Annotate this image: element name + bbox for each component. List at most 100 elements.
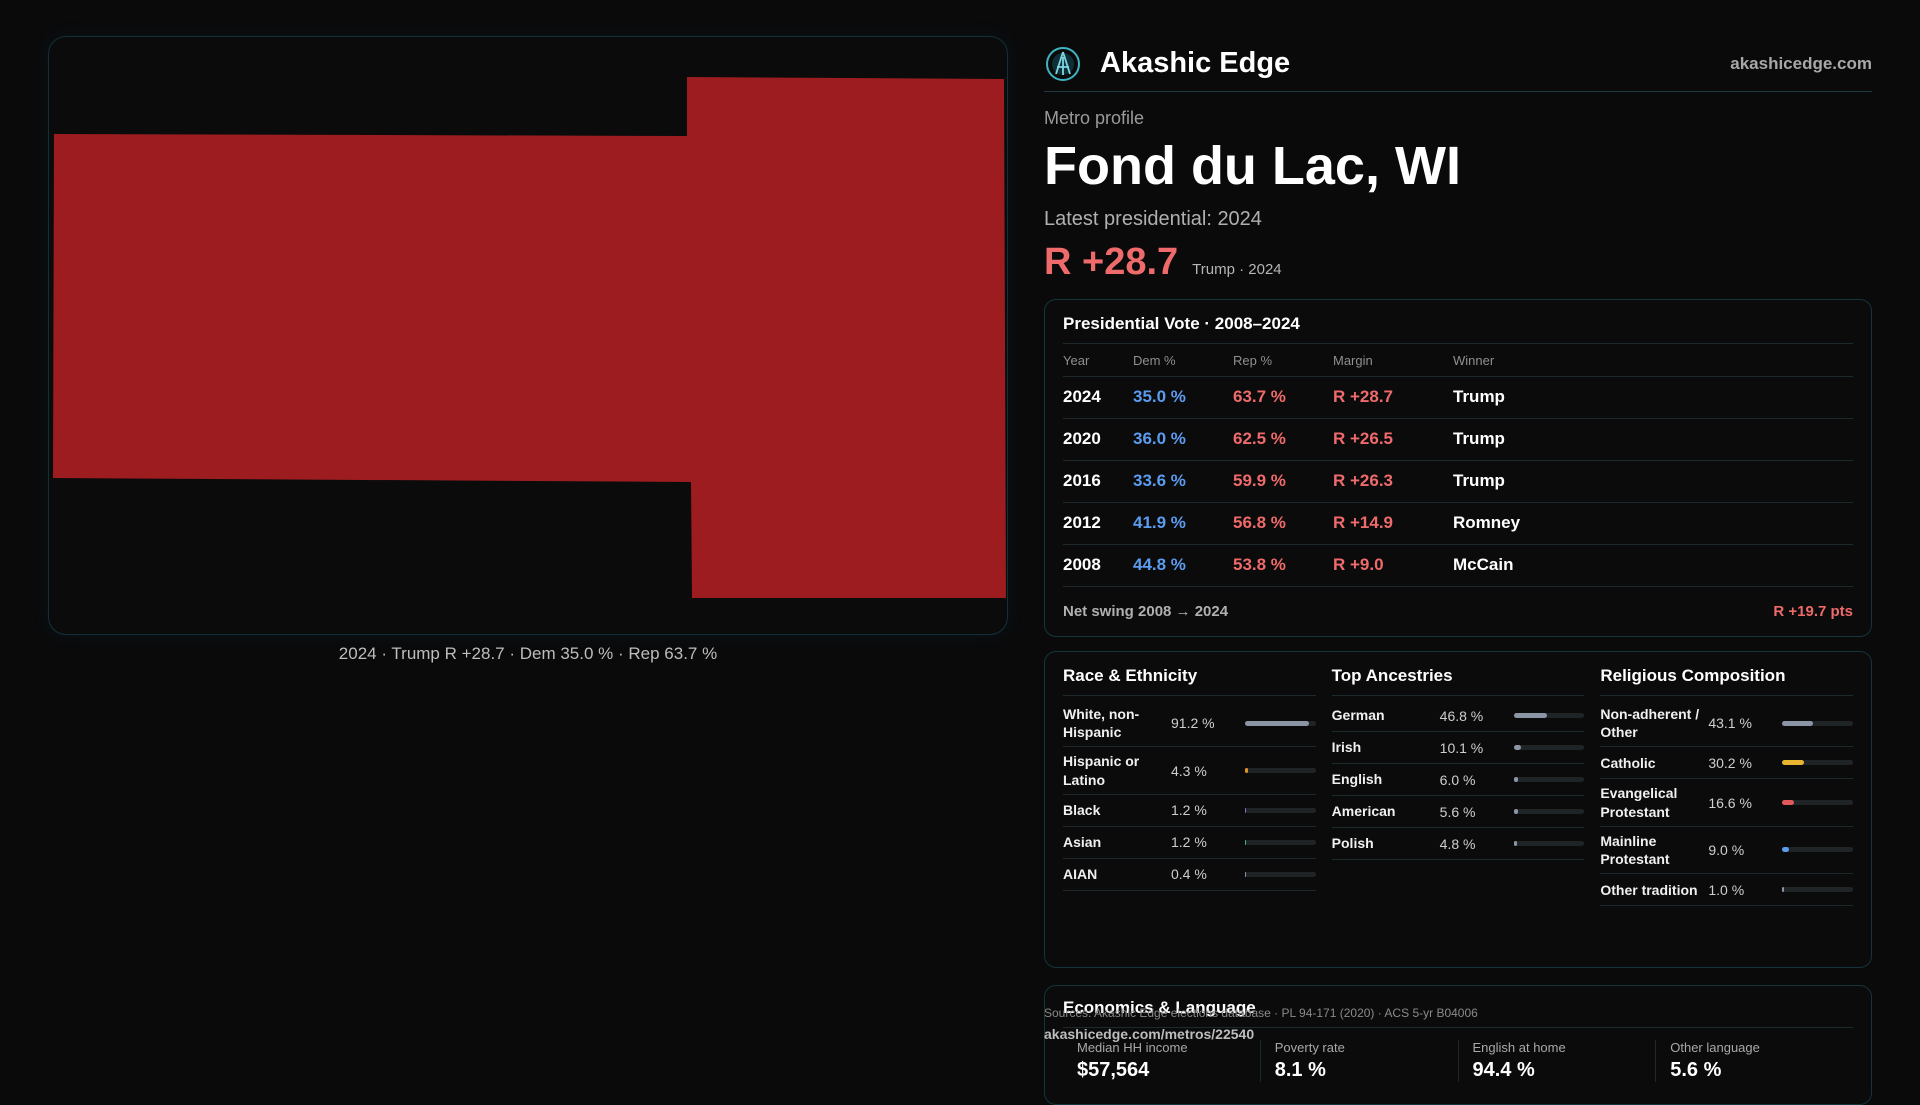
item-label: White, non-Hispanic — [1063, 706, 1140, 741]
cell-rep: 62.5 % — [1233, 418, 1333, 461]
list-item: Asian 1.2 % — [1063, 827, 1316, 859]
net-swing-value: R +19.7 pts — [1773, 602, 1853, 620]
table-row: 2016 33.6 % 59.9 % R +26.3 Trump — [1063, 460, 1853, 503]
presidential-vote-card: Presidential Vote · 2008–2024 Year Dem %… — [1044, 299, 1872, 637]
cell-rep: 63.7 % — [1233, 376, 1333, 419]
akashic-logo-icon — [1046, 46, 1080, 81]
list-item: Catholic 30.2 % — [1600, 747, 1854, 780]
share-bar-fill — [1782, 887, 1784, 893]
share-bar — [1513, 745, 1585, 750]
economics-stats: Median HH income $57,564 Poverty rate 8.… — [1063, 1040, 1853, 1082]
item-value: 5.6 % — [1439, 803, 1476, 820]
brand: Akashic Edge — [1044, 45, 1290, 83]
religion-list: Non-adherent / Other 43.1 % Catholic 30.2 %… — [1600, 700, 1854, 907]
religion-title: Religious Composition — [1600, 666, 1854, 696]
cell-margin: R +28.7 — [1333, 376, 1453, 419]
latest-winner: Trump · 2024 — [1192, 261, 1282, 279]
list-item: Black 1.2 % — [1063, 795, 1316, 827]
item-value: 1.2 % — [1171, 834, 1207, 851]
table-row: 2020 36.0 % 62.5 % R +26.5 Trump — [1063, 418, 1853, 461]
share-bar-fill — [1513, 841, 1518, 846]
item-label: English — [1331, 771, 1383, 788]
stat-english-at-home: English at home 94.4 % — [1457, 1040, 1656, 1082]
page-title: Fond du Lac, WI — [1044, 136, 1461, 196]
item-label: Evangelical Protestant — [1600, 785, 1678, 820]
stat-label: English at home — [1472, 1040, 1566, 1055]
page-url[interactable]: akashicedge.com/metros/22540 — [1044, 1026, 1255, 1042]
cell-dem: 44.8 % — [1133, 544, 1233, 587]
latest-result: R +28.7 Trump · 2024 — [1044, 241, 1872, 284]
net-swing-label: Net swing 2008 → 2024 — [1063, 602, 1229, 620]
col-margin: Margin — [1333, 346, 1453, 377]
share-bar-fill — [1245, 839, 1247, 845]
race-list: White, non-Hispanic 91.2 % Hispanic or Lat… — [1063, 700, 1316, 891]
cell-dem: 35.0 % — [1133, 376, 1233, 419]
share-bar — [1245, 839, 1316, 845]
share-bar — [1513, 777, 1585, 782]
stat-value: 8.1 % — [1274, 1059, 1326, 1081]
county-shape — [53, 77, 1006, 598]
demographics-card: Race & Ethnicity White, non-Hispanic 91.2… — [1044, 651, 1872, 968]
vote-table: Year Dem % Rep % Margin Winner 2024 35.0… — [1063, 346, 1853, 587]
county-shape-map — [53, 77, 1006, 598]
cell-winner: Trump — [1453, 376, 1853, 419]
item-value: 30.2 % — [1708, 754, 1752, 771]
metro-kicker: Metro profile — [1044, 108, 1145, 128]
share-bar — [1782, 760, 1854, 766]
brand-name: Akashic Edge — [1100, 47, 1291, 79]
item-value: 1.2 % — [1171, 802, 1207, 819]
cell-margin: R +26.5 — [1333, 418, 1453, 461]
map-caption: 2024 · Trump R +28.7 · Dem 35.0 % · Rep … — [338, 644, 718, 663]
item-label: German — [1331, 707, 1385, 724]
item-value: 1.0 % — [1708, 881, 1745, 898]
item-value: 46.8 % — [1439, 707, 1484, 724]
item-label: Catholic — [1600, 754, 1656, 771]
latest-presidential-label: Latest presidential: 2024 — [1044, 208, 1262, 231]
list-item: Evangelical Protestant 16.6 % — [1600, 779, 1854, 827]
sources-note: Sources: Akashic Edge elections database… — [1044, 1006, 1478, 1020]
cell-rep: 56.8 % — [1233, 502, 1333, 545]
item-value: 6.0 % — [1439, 771, 1476, 788]
profile-panel: Akashic Edge akashicedge.com Metro profi… — [1044, 36, 1872, 284]
share-bar — [1782, 720, 1854, 726]
list-item: American 5.6 % — [1331, 796, 1585, 828]
list-item: Other tradition 1.0 % — [1600, 874, 1854, 907]
cell-rep: 53.8 % — [1233, 544, 1333, 587]
item-value: 16.6 % — [1708, 794, 1752, 811]
ancestry-title: Top Ancestries — [1331, 666, 1585, 696]
cell-year: 2008 — [1063, 544, 1133, 587]
cell-winner: Romney — [1453, 502, 1853, 545]
share-bar-fill — [1782, 720, 1813, 726]
vote-card-title: Presidential Vote · 2008–2024 — [1063, 314, 1853, 344]
list-item: AIAN 0.4 % — [1063, 859, 1316, 891]
stat-value: $57,564 — [1077, 1059, 1150, 1081]
share-bar-fill — [1245, 807, 1247, 813]
item-value: 43.1 % — [1708, 715, 1752, 732]
share-bar-fill — [1245, 720, 1310, 726]
ancestry-section: Top Ancestries German 46.8 % Irish 10.1 % En… — [1331, 666, 1585, 906]
stat-label: Median HH income — [1077, 1040, 1188, 1055]
item-label: Polish — [1331, 835, 1374, 852]
share-bar — [1782, 847, 1854, 853]
item-value: 10.1 % — [1439, 739, 1484, 756]
cell-dem: 36.0 % — [1133, 418, 1233, 461]
share-bar-fill — [1513, 745, 1521, 750]
share-bar-fill — [1782, 800, 1795, 806]
ancestry-list: German 46.8 % Irish 10.1 % English 6.0 % Ameri… — [1331, 700, 1585, 860]
list-item: Mainline Protestant 9.0 % — [1600, 827, 1854, 875]
latest-margin: R +28.7 — [1044, 241, 1179, 284]
item-value: 4.3 % — [1171, 762, 1207, 779]
cell-rep: 59.9 % — [1233, 460, 1333, 503]
site-link[interactable]: akashicedge.com — [1730, 53, 1872, 73]
list-item: Polish 4.8 % — [1331, 828, 1585, 860]
net-swing: Net swing 2008 → 2024 R +19.7 pts — [1063, 603, 1853, 620]
religion-section: Religious Composition Non-adherent / Oth… — [1600, 666, 1854, 907]
col-dem: Dem % — [1133, 346, 1233, 377]
cell-dem: 41.9 % — [1133, 502, 1233, 545]
race-title: Race & Ethnicity — [1063, 666, 1316, 696]
cell-year: 2020 — [1063, 418, 1133, 461]
share-bar-fill — [1513, 809, 1518, 814]
item-label: AIAN — [1063, 866, 1098, 883]
list-item: White, non-Hispanic 91.2 % — [1063, 700, 1316, 748]
share-bar-fill — [1245, 871, 1247, 877]
